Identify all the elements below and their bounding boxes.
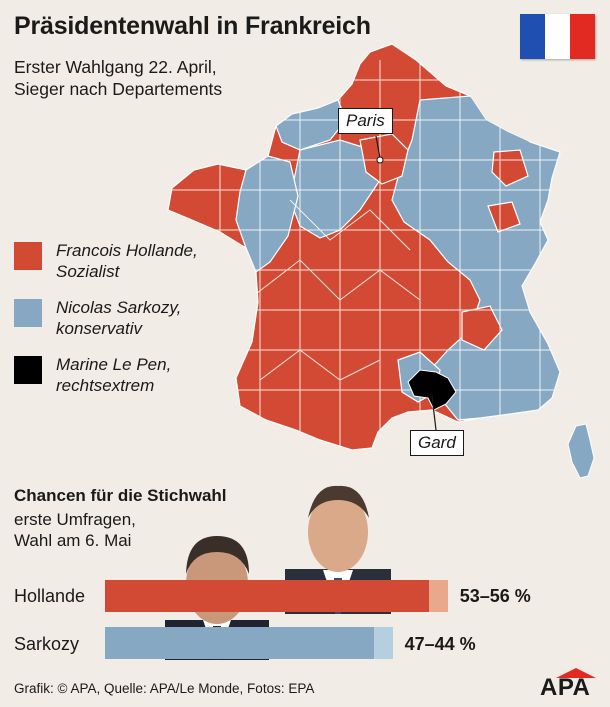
map-region-gard [407, 369, 457, 411]
map-region-hollande-isere [461, 305, 503, 351]
chances-subtitle: erste Umfragen, Wahl am 6. Mai [14, 509, 136, 551]
paris-leader-line [375, 135, 381, 159]
bar-hollande-min [105, 580, 430, 612]
gard-leader-line [431, 395, 437, 431]
bar-hollande-range [429, 580, 448, 612]
flag-white [545, 14, 570, 59]
photo-hollande-face [308, 492, 368, 572]
map-corsica [567, 423, 595, 479]
legend-sarkozy-line-1: Nicolas Sarkozy, [56, 298, 182, 317]
bar-range-hollande: 53–56 % [459, 586, 531, 606]
photo-sarkozy-hair [186, 536, 249, 574]
apa-logo: APA [540, 674, 591, 701]
footer-credit: Grafik: © APA, Quelle: APA/Le Monde, Fot… [14, 681, 315, 696]
legend-swatch-lepen [14, 356, 42, 384]
legend-hollande-line-2: Sozialist [56, 262, 120, 281]
subtitle-line-2: Sieger nach Departements [14, 79, 223, 99]
legend-text-sarkozy: Nicolas Sarkozy, konservativ [56, 297, 181, 339]
paris-callout: Paris [338, 108, 393, 134]
legend-text-hollande: Francois Hollande, Sozialist [56, 240, 198, 282]
subtitle-line-1: Erster Wahlgang 22. April, [14, 57, 217, 77]
bar-range-sarkozy: 47–44 % [404, 634, 476, 654]
gard-callout: Gard [410, 430, 464, 456]
bar-sarkozy-min [105, 627, 375, 659]
map-region-paris [359, 133, 409, 185]
map-region-hollande-east [491, 149, 529, 187]
legend-item-sarkozy: Nicolas Sarkozy, konservativ [14, 297, 181, 339]
legend-hollande-line-1: Francois Hollande, [56, 241, 198, 260]
map-region-hollande-belfort [487, 201, 521, 233]
bar-hollande [105, 580, 448, 612]
chances-subtitle-line-2: Wahl am 6. Mai [14, 531, 132, 550]
bar-sarkozy [105, 627, 393, 659]
chances-title: Chancen für die Stichwahl [14, 486, 227, 505]
bar-sarkozy-range [374, 627, 393, 659]
flag-blue [520, 14, 545, 59]
apa-logo-roof-icon [556, 668, 596, 678]
legend-item-hollande: Francois Hollande, Sozialist [14, 240, 198, 282]
subtitle: Erster Wahlgang 22. April, Sieger nach D… [14, 56, 222, 100]
legend-sarkozy-line-2: konservativ [56, 319, 142, 338]
map-region-sarkozy-center [289, 139, 381, 239]
legend-text-lepen: Marine Le Pen, rechtsextrem [56, 354, 171, 396]
chances-subtitle-line-1: erste Umfragen, [14, 510, 136, 529]
paris-marker [376, 156, 384, 164]
legend-swatch-hollande [14, 242, 42, 270]
bar-label-sarkozy: Sarkozy [14, 634, 80, 654]
legend-lepen-line-1: Marine Le Pen, [56, 355, 172, 374]
france-map [167, 43, 595, 479]
bar-label-hollande: Hollande [14, 586, 86, 606]
legend-swatch-sarkozy [14, 299, 42, 327]
photo-hollande-hair [308, 485, 369, 518]
french-flag [520, 14, 595, 59]
page-title: Präsidentenwahl in Frankreich [14, 12, 371, 40]
legend-lepen-line-2: rechtsextrem [56, 376, 155, 395]
flag-red [570, 14, 595, 59]
legend-item-lepen: Marine Le Pen, rechtsextrem [14, 354, 171, 396]
